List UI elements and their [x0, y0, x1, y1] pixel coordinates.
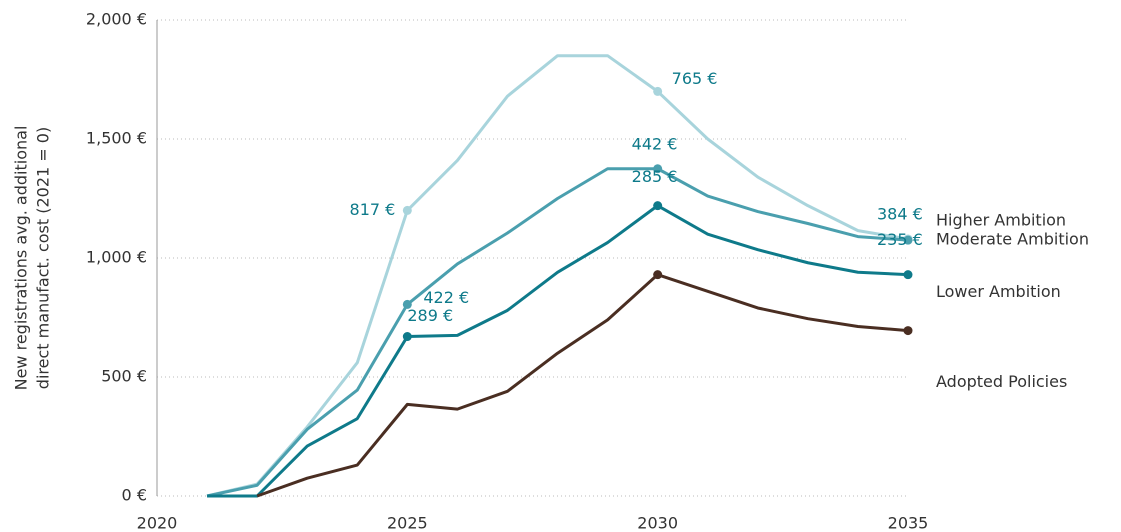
point-marker — [653, 201, 663, 211]
series-label: Lower Ambition — [936, 282, 1061, 301]
point-marker — [903, 235, 913, 245]
y-tick-label: 500 € — [101, 367, 147, 386]
point-marker — [903, 270, 913, 280]
series-line — [207, 204, 909, 498]
series-label: Adopted Policies — [936, 372, 1067, 391]
y-tick-label: 2,000 € — [86, 10, 147, 29]
annotation: 765 € — [672, 69, 718, 88]
point-marker — [402, 205, 412, 215]
point-marker — [402, 299, 412, 309]
y-tick-label: 1,500 € — [86, 129, 147, 148]
point-marker — [402, 332, 412, 342]
y-tick-label: 1,000 € — [86, 248, 147, 267]
annotation: 289 € — [407, 306, 453, 325]
point-marker — [653, 164, 663, 174]
x-tick-label: 2025 — [387, 514, 428, 532]
annotation: 384 € — [877, 204, 923, 223]
x-tick-label: 2035 — [888, 514, 929, 532]
x-tick-label: 2020 — [137, 514, 178, 532]
annotation: 817 € — [350, 200, 396, 219]
y-axis-label: direct manufact. cost (2021 = 0) — [34, 127, 53, 389]
series-line — [256, 273, 909, 498]
annotation: 235 € — [877, 230, 923, 249]
annotation: 285 € — [632, 167, 678, 186]
point-marker — [903, 326, 913, 336]
series-line — [206, 54, 909, 498]
series-label: Higher Ambition — [936, 210, 1066, 229]
point-marker — [653, 270, 663, 280]
point-marker — [653, 86, 663, 96]
series-label: Moderate Ambition — [936, 230, 1089, 249]
annotation: 422 € — [423, 288, 469, 307]
x-tick-label: 2030 — [637, 514, 678, 532]
y-tick-label: 0 € — [122, 486, 147, 505]
annotation: 442 € — [632, 134, 678, 153]
y-axis-label: New registrations avg. additional — [12, 126, 31, 391]
series-line — [206, 167, 909, 498]
